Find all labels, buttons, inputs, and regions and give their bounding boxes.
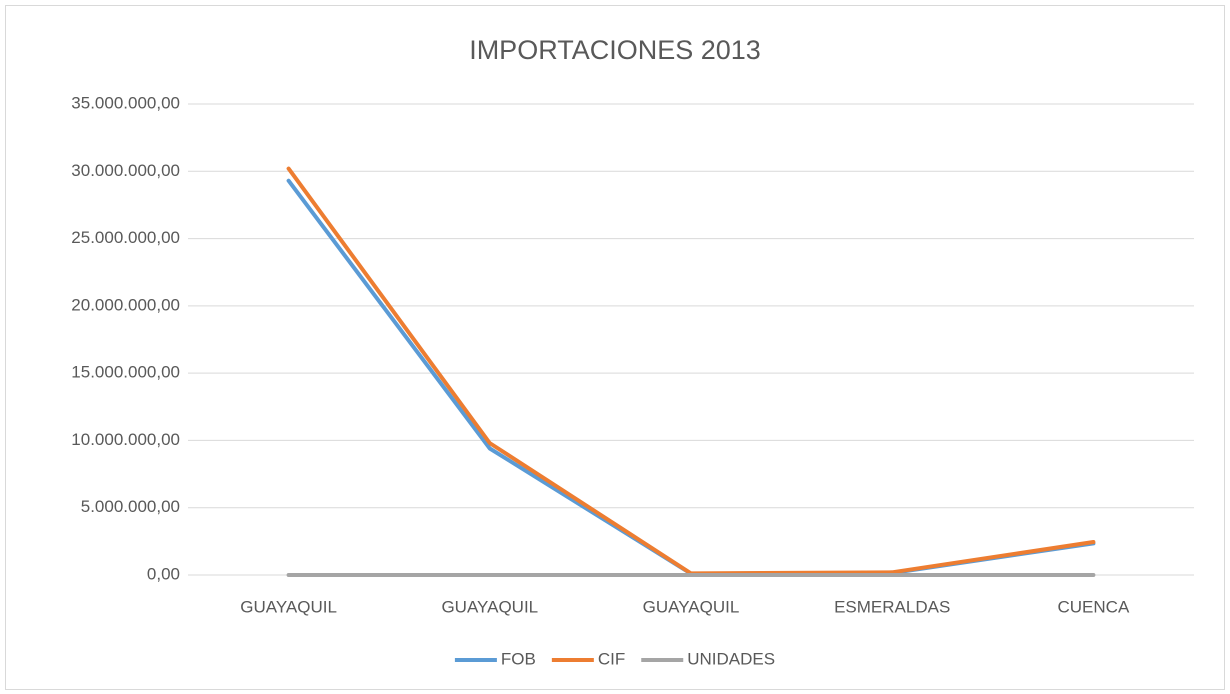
y-tick-label: 35.000.000,00 xyxy=(71,93,180,112)
x-tick-label: CUENCA xyxy=(1058,597,1130,616)
x-tick-label: GUAYAQUIL xyxy=(240,597,337,616)
y-tick-label: 30.000.000,00 xyxy=(71,161,180,180)
y-tick-label: 20.000.000,00 xyxy=(71,295,180,314)
y-tick-label: 5.000.000,00 xyxy=(81,497,180,516)
y-tick-label: 25.000.000,00 xyxy=(71,228,180,247)
chart-title: IMPORTACIONES 2013 xyxy=(469,35,761,65)
legend-label: FOB xyxy=(501,649,536,668)
y-tick-label: 10.000.000,00 xyxy=(71,430,180,449)
y-tick-label: 15.000.000,00 xyxy=(71,363,180,382)
x-tick-label: ESMERALDAS xyxy=(834,597,950,616)
x-tick-label: GUAYAQUIL xyxy=(441,597,538,616)
legend-label: CIF xyxy=(598,649,625,668)
chart-border xyxy=(5,5,1225,690)
y-tick-label: 0,00 xyxy=(147,564,180,583)
x-tick-label: GUAYAQUIL xyxy=(643,597,740,616)
legend-label: UNIDADES xyxy=(687,649,775,668)
